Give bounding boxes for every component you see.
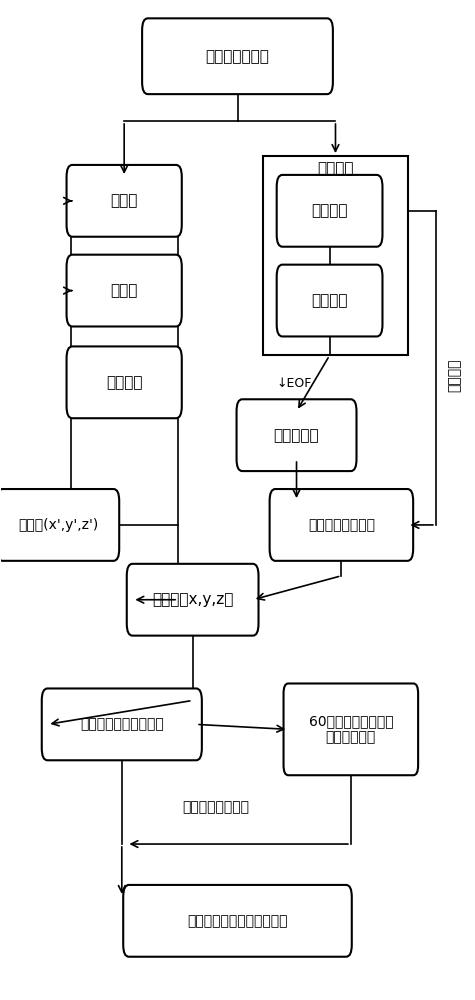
FancyBboxPatch shape (277, 265, 382, 336)
Text: 初始旋转角与放大系数: 初始旋转角与放大系数 (80, 717, 164, 731)
FancyBboxPatch shape (66, 255, 182, 326)
FancyBboxPatch shape (277, 175, 382, 247)
Text: 表层声速: 表层声速 (311, 203, 348, 218)
FancyBboxPatch shape (270, 489, 413, 561)
Text: 特征点(x',y',z'): 特征点(x',y',z') (18, 518, 98, 532)
FancyBboxPatch shape (127, 564, 258, 636)
Text: 修正后三维声速场: 修正后三维声速场 (308, 518, 375, 532)
FancyBboxPatch shape (0, 489, 119, 561)
Text: 特征点（x,y,z）: 特征点（x,y,z） (152, 592, 233, 607)
Bar (264, 156, 408, 355)
Text: 声速测量: 声速测量 (317, 161, 353, 176)
Text: 多波束: 多波束 (111, 283, 138, 298)
Text: 组合导航: 组合导航 (106, 375, 142, 390)
Text: 角度线性加权内插: 角度线性加权内插 (183, 800, 250, 814)
FancyBboxPatch shape (284, 683, 418, 775)
FancyBboxPatch shape (237, 399, 357, 471)
FancyBboxPatch shape (66, 346, 182, 418)
Text: 扫描仪: 扫描仪 (111, 193, 138, 208)
Text: 完成低掠射层波束几何改正: 完成低掠射层波束几何改正 (187, 914, 288, 928)
FancyBboxPatch shape (123, 885, 352, 957)
Text: 浅层修正: 浅层修正 (448, 359, 462, 392)
Text: 60度以上各波束旋转
角与放大系数: 60度以上各波束旋转 角与放大系数 (309, 714, 393, 744)
Text: 一体化工作测量: 一体化工作测量 (206, 49, 269, 64)
Text: 三维声速场: 三维声速场 (274, 428, 319, 443)
FancyBboxPatch shape (142, 18, 333, 94)
FancyBboxPatch shape (66, 165, 182, 237)
Text: ↓EOF: ↓EOF (277, 377, 312, 390)
FancyBboxPatch shape (42, 688, 202, 760)
Text: 声速剖面: 声速剖面 (311, 293, 348, 308)
